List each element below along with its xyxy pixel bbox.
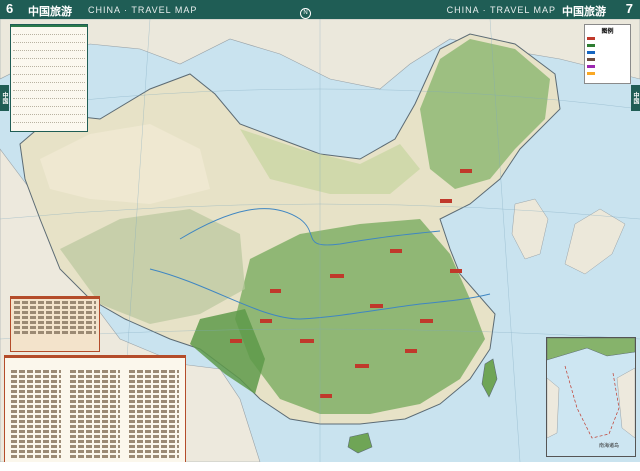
legend-swatch — [587, 58, 595, 61]
text-box-scenic — [10, 296, 100, 352]
hainan-island — [347, 432, 373, 454]
side-tab-right[interactable]: 中国 — [631, 85, 640, 111]
legend-item — [587, 56, 628, 63]
text-line — [14, 311, 96, 314]
header-band: 6 中国旅游 CHINA · TRAVEL MAP N CHINA · TRAV… — [0, 0, 640, 19]
inset-map-south-china-sea: 南海诸岛 — [546, 337, 636, 457]
text-column — [8, 368, 64, 460]
attraction-markers — [230, 169, 472, 398]
text-box-attractions-title — [5, 356, 185, 358]
legend-swatch — [587, 44, 595, 47]
legend-item — [587, 42, 628, 49]
desert-xinjiang — [40, 124, 210, 204]
text-line — [14, 316, 96, 319]
info-panel-title — [11, 25, 87, 27]
legend-item — [587, 70, 628, 77]
info-row — [13, 116, 85, 123]
title-cn-left: 中国旅游 — [28, 5, 72, 18]
grassland-inner-mongolia — [240, 129, 420, 194]
text-line — [14, 301, 96, 304]
forest-northeast — [420, 39, 550, 189]
info-row — [13, 68, 85, 75]
info-row — [13, 84, 85, 91]
taiwan-island — [481, 358, 498, 398]
text-box-attractions — [4, 355, 186, 464]
info-row — [13, 44, 85, 51]
text-line — [14, 326, 96, 329]
text-line — [14, 321, 96, 324]
page-number-right: 7 — [625, 1, 633, 16]
inset-svg — [546, 337, 636, 439]
neighbor-land-japan — [564, 208, 626, 275]
inset-land-left — [546, 377, 560, 439]
info-panel-top-left — [10, 24, 88, 132]
inset-land-right — [616, 367, 636, 439]
inset-caption: 南海诸岛 — [599, 443, 620, 449]
legend-swatch — [587, 37, 595, 40]
legend-swatch — [587, 51, 595, 54]
compass-icon: N — [300, 8, 311, 19]
legend-item — [587, 49, 628, 56]
plateau-tibet — [60, 209, 245, 324]
neighbor-land-korea — [511, 198, 549, 260]
legend-item — [587, 35, 628, 42]
legend-title: 图例 — [601, 28, 614, 35]
inset-boundary — [564, 365, 620, 439]
side-tab-left[interactable]: 中国 — [0, 85, 9, 111]
info-row — [13, 60, 85, 67]
info-row — [13, 36, 85, 43]
inset-coast — [546, 337, 636, 361]
legend-swatch — [587, 72, 595, 75]
info-row — [13, 76, 85, 83]
page-number-left: 6 — [6, 1, 14, 16]
text-box-scenic-title — [11, 297, 99, 299]
text-column — [67, 368, 123, 460]
legend-items — [585, 35, 630, 77]
info-row — [13, 92, 85, 99]
info-row — [13, 52, 85, 59]
title-cn-right: 中国旅游 — [562, 5, 606, 18]
text-column — [126, 368, 182, 460]
river-yellow — [179, 208, 441, 246]
info-row — [13, 100, 85, 107]
river-yangtze — [149, 268, 491, 320]
map-legend: 图例 — [584, 24, 631, 84]
text-line — [14, 306, 96, 309]
legend-swatch — [587, 65, 595, 68]
legend-item — [587, 63, 628, 70]
info-row — [13, 108, 85, 115]
forest-central-south — [235, 219, 485, 414]
title-en-left: CHINA · TRAVEL MAP — [88, 5, 198, 15]
info-row — [13, 28, 85, 35]
footer — [0, 462, 640, 471]
text-line — [14, 331, 96, 334]
title-en-right: CHINA · TRAVEL MAP — [446, 5, 556, 15]
